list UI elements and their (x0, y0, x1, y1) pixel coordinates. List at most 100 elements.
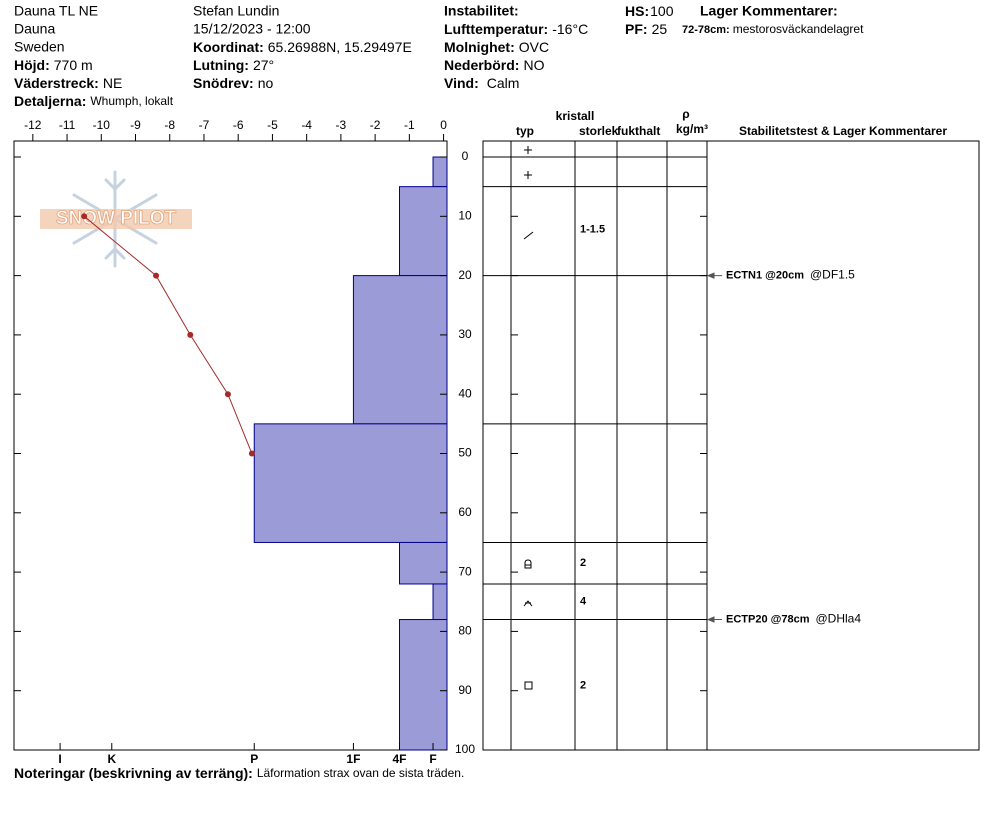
h-tick-label: P (250, 752, 258, 766)
y-tick-label: 0 (462, 149, 469, 163)
y-tick-label: 100 (455, 742, 475, 756)
temperature-point (187, 331, 194, 338)
coordinates: Koordinat: 65.26988N, 15.29497E (193, 39, 412, 55)
location: Dauna (14, 21, 55, 37)
logo: SNOW PILOT (40, 170, 192, 268)
hardness-bar (253, 423, 448, 543)
col-crystal: kristall (556, 109, 595, 123)
air-temp: Lufttemperatur: -16°C (444, 21, 588, 37)
value: 770 m (54, 57, 93, 73)
hardness-bar (399, 619, 448, 751)
x-tick-label: -7 (199, 118, 210, 132)
value: no (258, 75, 274, 91)
label: Nederbörd: (444, 57, 519, 73)
label: Höjd: (14, 57, 50, 73)
col-density-symbol: ρ (682, 107, 689, 121)
label: HS: (625, 3, 649, 19)
label: Molnighet: (444, 39, 515, 55)
wind: Vind: Calm (444, 75, 519, 91)
value: 100 (650, 3, 674, 19)
x-tick-label: -8 (164, 118, 175, 132)
aspect: Väderstreck: NE (14, 75, 122, 91)
value: OVC (519, 39, 549, 55)
instability: Instabilitet: (444, 3, 519, 19)
temperature-point (248, 450, 255, 457)
range: 72-78cm: (682, 24, 730, 36)
col-type: typ (516, 124, 534, 138)
label: Väderstreck: (14, 75, 99, 91)
temperature-point (153, 272, 160, 279)
symbol-fc (524, 559, 532, 569)
h-tick-label: 4F (393, 752, 407, 766)
pf: PF: 25 (625, 21, 667, 37)
wind-loading: Snödrev: no (193, 75, 273, 91)
hardness-bar (432, 156, 448, 188)
col-moisture: fukthalt (617, 124, 660, 138)
slope: Lutning: 27° (193, 57, 274, 73)
col-size: storlek (579, 124, 619, 138)
hardness-bar (432, 583, 448, 621)
y-tick-label: 30 (458, 327, 472, 341)
observer: Stefan Lundin (193, 3, 279, 19)
y-tick-label: 40 (458, 386, 472, 400)
table-frame (482, 140, 980, 751)
value: NE (103, 75, 122, 91)
test-result: ECTP20 @78cm @DHla4 (726, 612, 861, 626)
datetime: 15/12/2023 - 12:00 (193, 21, 311, 37)
layer-comment: 72-78cm: mestorosväckandelagret (682, 22, 864, 36)
hardness-bar (352, 275, 448, 425)
details: Detaljerna: Whumph, lokalt (14, 93, 174, 109)
symbol-fc-square (524, 681, 533, 690)
value: 25 (652, 21, 668, 37)
grain-size: 2 (580, 679, 586, 691)
text: mestorosväckandelagret (733, 22, 864, 36)
grain-size: 2 (580, 557, 586, 569)
test-label: ECTN1 @20cm (726, 270, 804, 282)
y-tick-label: 60 (458, 505, 472, 519)
x-tick-label: -9 (130, 118, 141, 132)
test-comment: @DHla4 (816, 612, 862, 626)
value: Calm (487, 75, 520, 91)
sky: Molnighet: OVC (444, 39, 549, 55)
h-tick-label: I (58, 752, 61, 766)
x-tick-label: -1 (404, 118, 415, 132)
y-tick-label: 50 (458, 446, 472, 460)
text: Läformation strax ovan de sista träden. (257, 766, 464, 780)
notes: Noteringar (beskrivning av terräng): Läfo… (14, 765, 464, 781)
elevation: Höjd: 770 m (14, 57, 93, 73)
temperature-point (224, 391, 231, 398)
y-tick-label: 70 (458, 564, 472, 578)
test-label: ECTP20 @78cm (726, 613, 810, 625)
logo-text: SNOW PILOT (56, 208, 177, 229)
label: Snödrev: (193, 75, 254, 91)
value: 27° (253, 57, 274, 73)
test-arrow (706, 272, 722, 279)
col-stability: Stabilitetstest & Lager Kommentarer (739, 124, 947, 138)
value: 65.26988N, 15.29497E (268, 39, 412, 55)
col-density-unit: kg/m³ (676, 122, 708, 136)
label: Koordinat: (193, 39, 264, 55)
country: Sweden (14, 39, 65, 55)
symbol-pp (524, 171, 532, 179)
y-tick-label: 80 (458, 624, 472, 638)
h-tick-label: K (107, 752, 116, 766)
x-tick-label: -2 (370, 118, 381, 132)
test-comment: @DF1.5 (810, 268, 855, 282)
hardness-bar (399, 541, 448, 585)
layer-comments-title: Lager Kommentarer: (700, 3, 838, 19)
value: Whumph, lokalt (90, 94, 173, 108)
y-tick-label: 20 (458, 268, 472, 282)
temperature-point (81, 213, 88, 220)
grain-size: 4 (580, 596, 587, 608)
label: Detaljerna: (14, 93, 86, 109)
label: Lufttemperatur: (444, 21, 548, 37)
x-tick-label: -10 (93, 118, 111, 132)
x-tick-label: -4 (301, 118, 312, 132)
grain-size: 1-1.5 (580, 224, 605, 236)
precip: Nederbörd: NO (444, 57, 545, 73)
x-tick-label: -3 (336, 118, 347, 132)
label: Lutning: (193, 57, 249, 73)
test-result: ECTN1 @20cm @DF1.5 (726, 268, 855, 282)
symbol-pp (524, 146, 532, 154)
